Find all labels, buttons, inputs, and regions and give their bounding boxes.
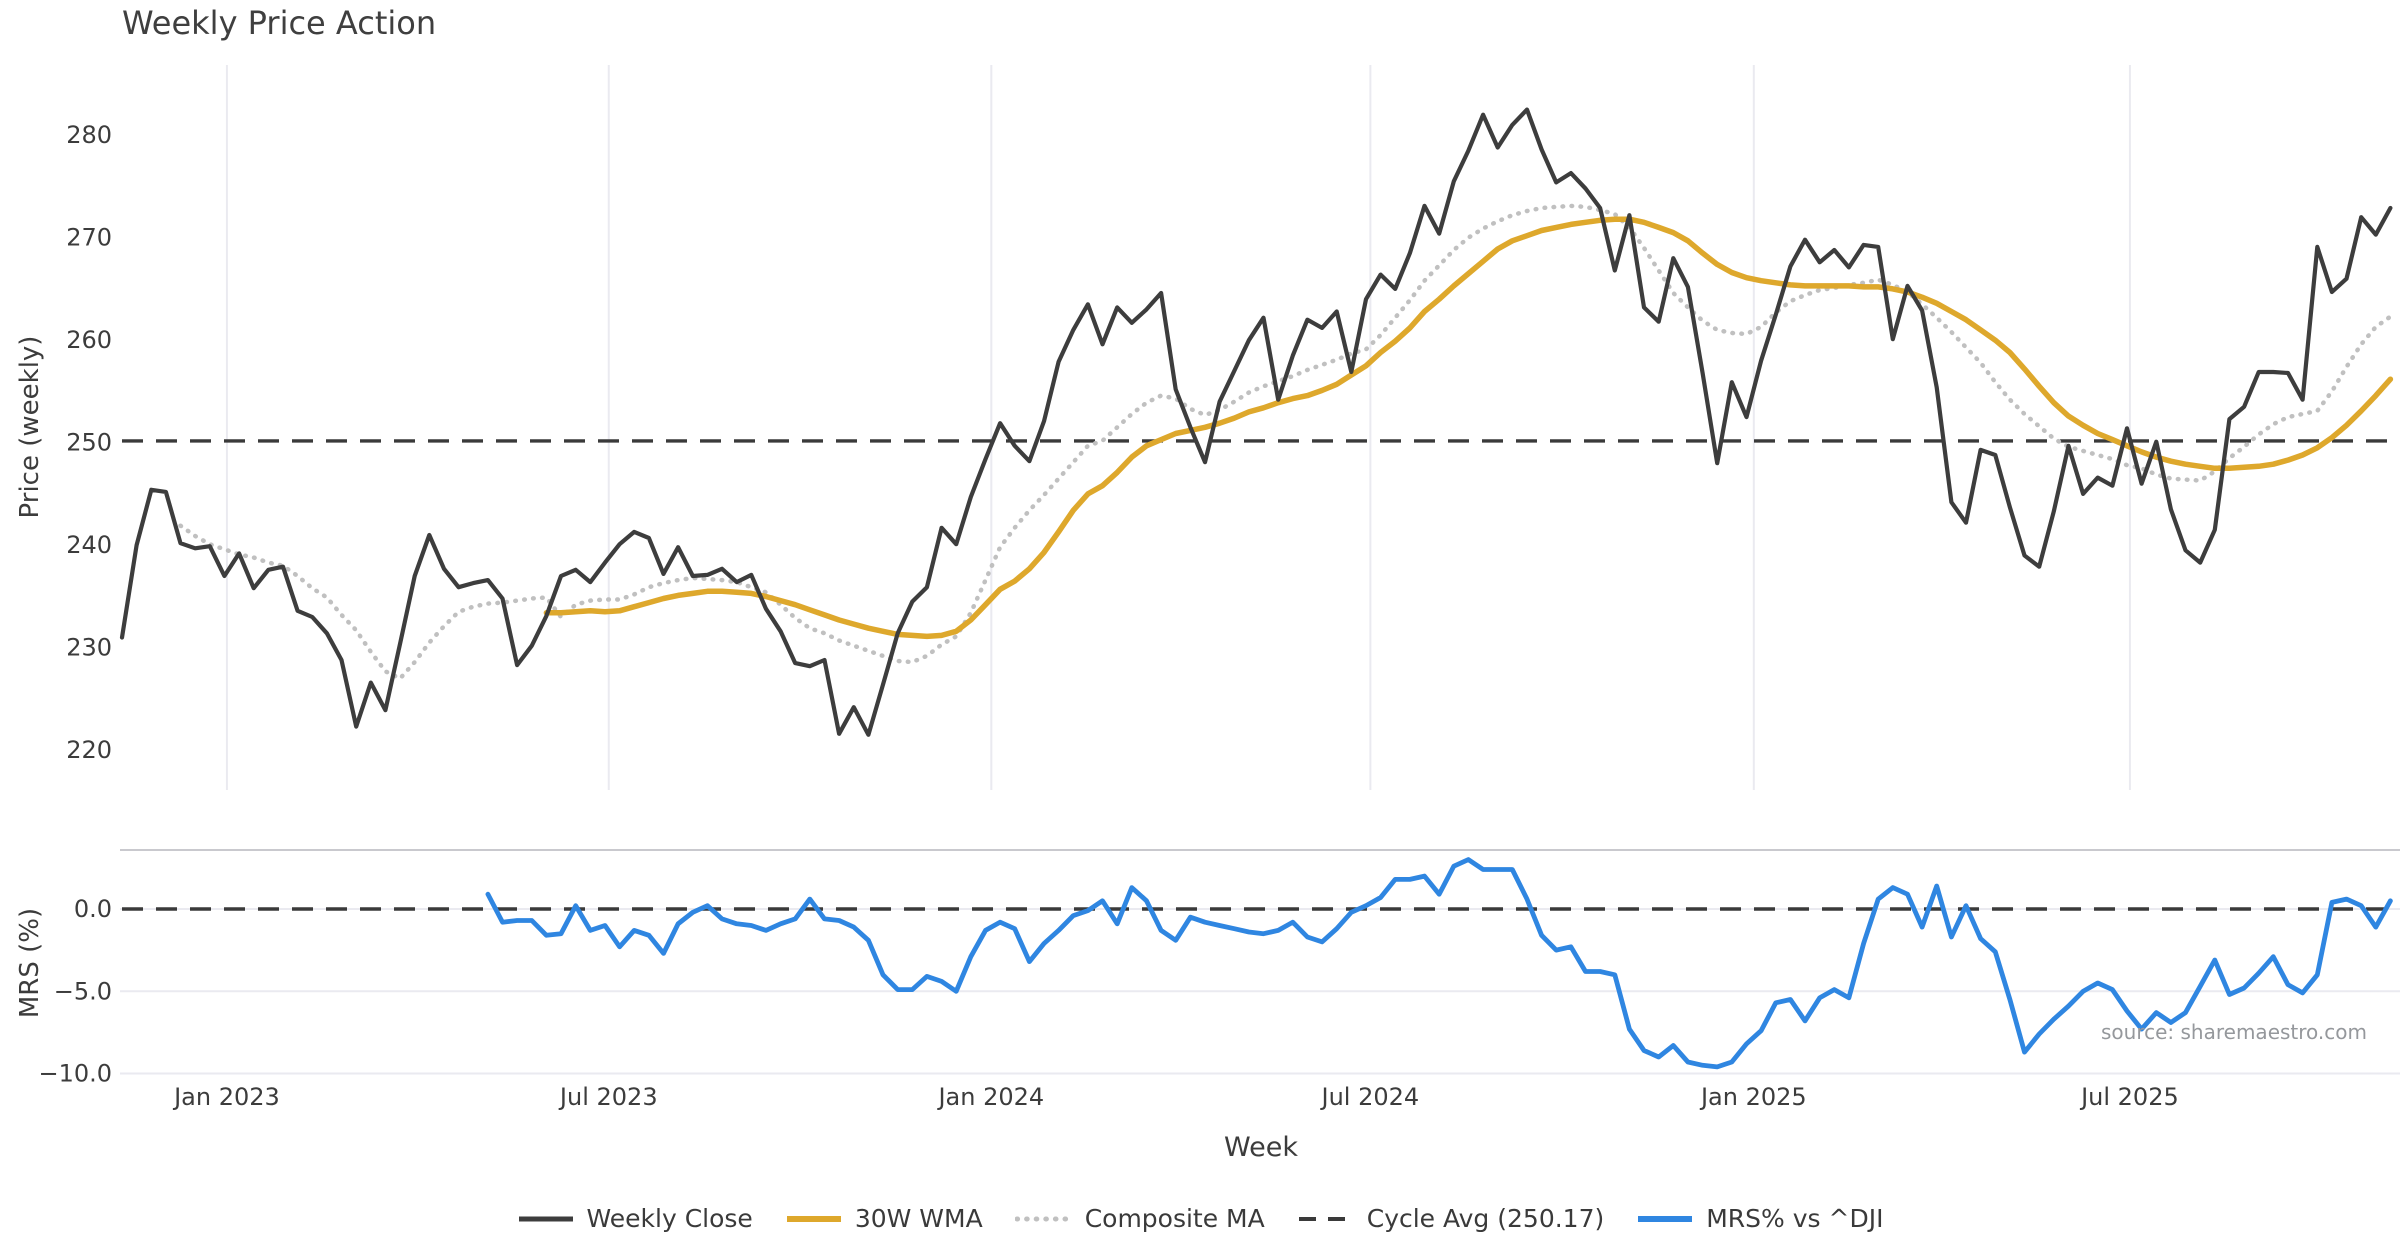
composite-ma-line xyxy=(178,203,2393,681)
legend-swatch-dotted-icon xyxy=(1014,1216,1073,1221)
legend-item-30w-wma: 30W WMA xyxy=(785,1204,983,1233)
x-tick-label: Jan 2023 xyxy=(172,1083,280,1111)
source-note: source: sharemaestro.com xyxy=(2101,1020,2367,1044)
legend-item-mrs-vs-dji: MRS% vs ^DJI xyxy=(1636,1204,1883,1233)
x-tick-label: Jan 2024 xyxy=(936,1083,1044,1111)
x-tick-label: Jul 2023 xyxy=(558,1083,658,1111)
mrs-ytick-label: −5.0 xyxy=(54,977,112,1005)
x-axis-title: Week xyxy=(1224,1132,1298,1163)
price-ytick-label: 230 xyxy=(66,634,112,662)
legend-swatch-solid-icon xyxy=(786,1215,841,1222)
price-ytick-label: 240 xyxy=(66,531,112,559)
legend-swatch-dashed-icon xyxy=(1298,1216,1353,1221)
x-tick-label: Jul 2024 xyxy=(1320,1083,1420,1111)
weekly-close-line xyxy=(119,107,2393,737)
legend-swatch-solid-icon xyxy=(1638,1215,1693,1222)
wma-30w-line xyxy=(543,216,2394,640)
price-ytick-label: 220 xyxy=(66,736,112,764)
mrs-ytick-label: 0.0 xyxy=(74,895,112,923)
x-tick-label: Jul 2025 xyxy=(2079,1083,2179,1111)
legend-item-weekly-close: Weekly Close xyxy=(517,1204,753,1233)
legend-label: Composite MA xyxy=(1084,1204,1265,1233)
legend-label: 30W WMA xyxy=(854,1204,983,1233)
price-ytick-label: 280 xyxy=(66,121,112,149)
legend-item-composite-ma: Composite MA xyxy=(1014,1204,1265,1233)
legend-label: Cycle Avg (250.17) xyxy=(1366,1204,1605,1233)
legend-swatch-solid-icon xyxy=(518,1216,573,1221)
legend-label: Weekly Close xyxy=(586,1204,753,1233)
legend-item-cycle-avg-250-17: Cycle Avg (250.17) xyxy=(1297,1204,1605,1233)
price-ytick-label: 270 xyxy=(66,224,112,252)
mrs-ytick-label: −10.0 xyxy=(38,1060,112,1088)
mrs-line xyxy=(485,857,2393,1070)
x-tick-label: Jan 2025 xyxy=(1699,1083,1807,1111)
legend: Weekly Close 30W WMA Composite MA Cycle Avg… xyxy=(0,1204,2400,1233)
price-ytick-label: 250 xyxy=(66,429,112,457)
chart-title: Weekly Price Action xyxy=(122,4,437,42)
legend-label: MRS% vs ^DJI xyxy=(1706,1204,1884,1233)
price-ytick-label: 260 xyxy=(66,326,112,354)
